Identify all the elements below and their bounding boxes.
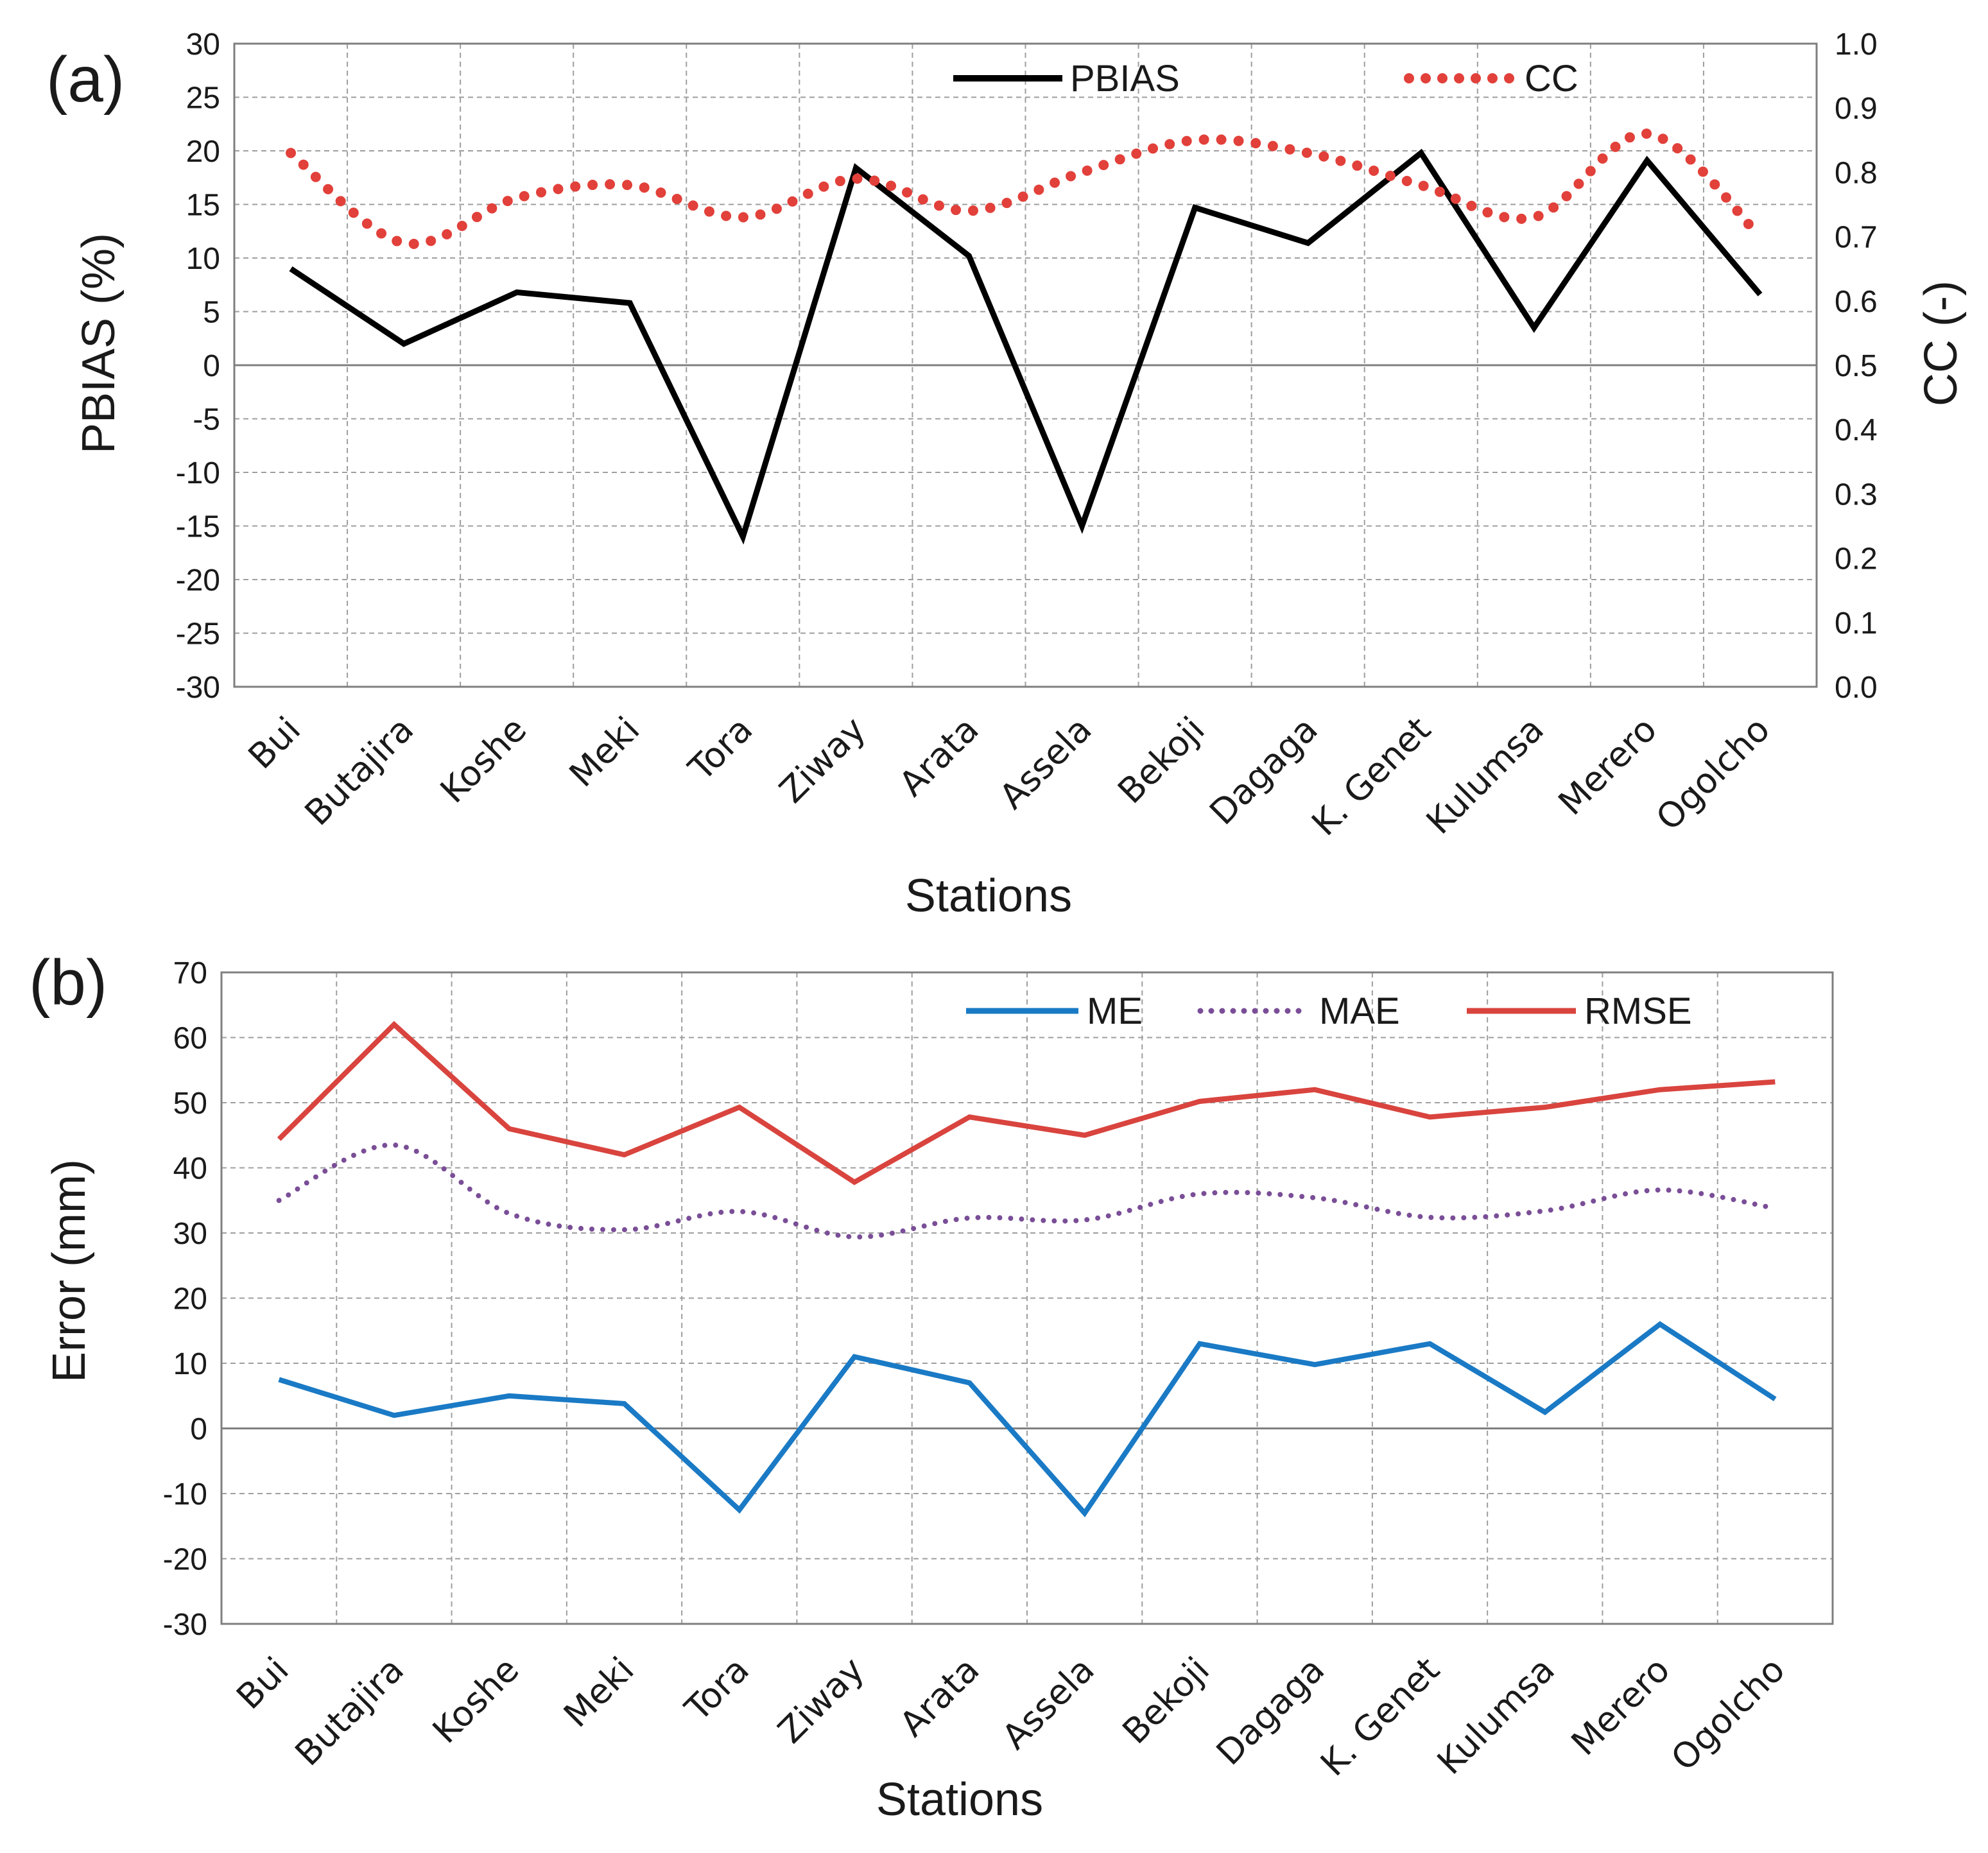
panel-a-right-ytick-label: 0.8 bbox=[1835, 156, 1878, 190]
panel-b-chart: (b) 70 60 50 40 30 20 10 0 -10 -20 -30 BuiButajira… bbox=[29, 947, 1834, 1825]
panel-a-ytick-label: 10 bbox=[186, 242, 220, 276]
panel-b-xtick-tora: Tora bbox=[677, 1650, 757, 1730]
panel-a-right-ytick-label: 0.5 bbox=[1835, 349, 1878, 383]
panel-a-grid bbox=[233, 42, 1818, 688]
panel-a-xtick-assela: Assela bbox=[992, 709, 1100, 817]
panel-a-ytick-label: 30 bbox=[186, 28, 220, 62]
panel-b-xtick-bui: Bui bbox=[229, 1650, 297, 1718]
panel-b-xtick-k-genet: K. Genet bbox=[1313, 1650, 1448, 1784]
panel-a-ylabel: PBIAS (%) bbox=[73, 233, 125, 454]
panel-a-xtick-butajira: Butajira bbox=[297, 709, 422, 834]
panel-a-xtick-bui: Bui bbox=[241, 709, 309, 777]
legend-mae-label: MAE bbox=[1319, 990, 1400, 1032]
panel-a-right-ytick-label: 0.2 bbox=[1835, 542, 1878, 576]
panel-a-right-ytick-label: 0.3 bbox=[1835, 478, 1878, 512]
panel-b-ytick-label: 20 bbox=[173, 1282, 207, 1316]
panel-b-ytick-label: 30 bbox=[173, 1217, 207, 1251]
panel-a-xtick-meki: Meki bbox=[562, 709, 648, 795]
legend-pbias-label: PBIAS bbox=[1070, 58, 1180, 99]
panel-b-xtick-assela: Assela bbox=[994, 1650, 1102, 1757]
panel-b-ytick-label: 60 bbox=[173, 1022, 207, 1056]
panel-a-xtick-ziway: Ziway bbox=[772, 709, 874, 811]
panel-b-xlabel: Stations bbox=[876, 1774, 1043, 1825]
panel-b-xtick-meki: Meki bbox=[556, 1650, 642, 1736]
panel-b-xtick-arata: Arata bbox=[892, 1650, 987, 1745]
panel-b-plot-frame bbox=[220, 971, 1834, 1625]
legend-me-label: ME bbox=[1087, 990, 1143, 1032]
panel-a-series bbox=[286, 128, 1765, 545]
panel-a-ytick-label: 25 bbox=[186, 82, 220, 116]
panel-b-series-mae-line bbox=[276, 1142, 1778, 1240]
panel-a-xtick-tora: Tora bbox=[680, 709, 761, 789]
panel-a-legend: PBIAS CC bbox=[953, 58, 1578, 99]
panel-a-ytick-label: 20 bbox=[186, 135, 220, 169]
panel-b-xtick-bekoji: Bekoji bbox=[1115, 1650, 1218, 1752]
panel-b-label: (b) bbox=[29, 947, 107, 1019]
panel-a-right-ytick-label: 0.6 bbox=[1835, 285, 1878, 319]
panel-b-series bbox=[276, 1021, 1778, 1517]
panel-b-xtick-butajira: Butajira bbox=[287, 1650, 411, 1774]
panel-b-xtick-ogolcho: Ogolcho bbox=[1663, 1650, 1792, 1779]
panel-b-grid bbox=[220, 971, 1834, 1625]
panel-b-series-me-line bbox=[278, 1321, 1777, 1517]
panel-a-ytick-label: -20 bbox=[176, 564, 220, 598]
panel-b-ytick-label: 10 bbox=[173, 1347, 207, 1381]
panel-b-ytick-label: 70 bbox=[173, 956, 207, 990]
panel-a-ytick-labels: 30 25 20 15 10 5 0 -5 -10 -15 -20 -25 -30 bbox=[176, 28, 220, 705]
panel-a-right-ytick-label: 0.1 bbox=[1835, 607, 1878, 641]
panel-a-xtick-merero: Merero bbox=[1551, 709, 1665, 823]
panel-b-xtick-merero: Merero bbox=[1564, 1650, 1678, 1764]
panel-a-ytick-label: -5 bbox=[193, 403, 220, 437]
panel-a-right-ytick-label: 1.0 bbox=[1835, 28, 1878, 62]
panel-b-ytick-label: 40 bbox=[173, 1152, 207, 1186]
panel-a-xtick-kulumsa: Kulumsa bbox=[1419, 709, 1552, 842]
panel-a-chart: (a) 30 25 20 15 10 5 0 -5 -10 -15 -20 -25 -30 1.0 0.9… bbox=[46, 28, 1967, 922]
panel-a-right-ytick-label: 0.4 bbox=[1835, 413, 1878, 447]
panel-a-ytick-label: 15 bbox=[186, 189, 220, 223]
panel-b-legend: ME MAE RMSE bbox=[966, 990, 1692, 1032]
panel-b-ytick-label: -10 bbox=[163, 1478, 207, 1512]
panel-a-xtick-koshe: Koshe bbox=[433, 709, 535, 811]
panel-a-right-ytick-label: 0.0 bbox=[1835, 671, 1878, 705]
panel-a-xtick-arata: Arata bbox=[892, 709, 987, 804]
legend-rmse-label: RMSE bbox=[1584, 990, 1692, 1032]
panel-a-xtick-ogolcho: Ogolcho bbox=[1648, 709, 1777, 838]
panel-a-ytick-label: 5 bbox=[203, 296, 220, 330]
panel-a-xtick-k-genet: K. Genet bbox=[1304, 709, 1439, 844]
panel-a-ytick-label: 0 bbox=[203, 349, 220, 383]
panel-a-right-ytick-labels: 1.0 0.9 0.8 0.7 0.6 0.5 0.4 0.3 0.2 0.1 0.0 bbox=[1835, 28, 1878, 705]
panel-b-ytick-label: -20 bbox=[163, 1543, 207, 1577]
panel-a-ytick-label: -30 bbox=[176, 671, 220, 705]
panel-a-ytick-label: -10 bbox=[176, 456, 220, 490]
panel-a-xtick-bekoji: Bekoji bbox=[1110, 709, 1213, 812]
panel-b-ytick-labels: 70 60 50 40 30 20 10 0 -10 -20 -30 bbox=[163, 956, 207, 1642]
panel-b-xtick-ziway: Ziway bbox=[770, 1650, 872, 1752]
panel-b-ytick-label: 0 bbox=[190, 1413, 207, 1447]
panel-a-right-ytick-label: 0.9 bbox=[1835, 92, 1878, 126]
panel-a-series-pbias-line bbox=[289, 148, 1763, 545]
legend-cc-label: CC bbox=[1525, 58, 1578, 99]
panel-b-series-rmse-line bbox=[277, 1021, 1776, 1185]
panel-a-label: (a) bbox=[46, 44, 125, 116]
panel-a-ytick-label: -25 bbox=[176, 617, 220, 651]
panel-a-xlabel: Stations bbox=[905, 870, 1072, 922]
panel-b-ylabel: Error (mm) bbox=[44, 1159, 95, 1383]
panel-b-xtick-koshe: Koshe bbox=[425, 1650, 527, 1752]
panel-a-ylabel-right: CC (-) bbox=[1915, 280, 1967, 406]
panel-b-ytick-label: 50 bbox=[173, 1087, 207, 1121]
panel-a-series-cc-line bbox=[286, 128, 1765, 249]
panel-a-ytick-label: -15 bbox=[176, 510, 220, 544]
panel-b-xtick-kulumsa: Kulumsa bbox=[1430, 1650, 1562, 1782]
panel-b-ytick-label: -30 bbox=[163, 1608, 207, 1642]
panel-a-right-ytick-label: 0.7 bbox=[1835, 221, 1878, 255]
